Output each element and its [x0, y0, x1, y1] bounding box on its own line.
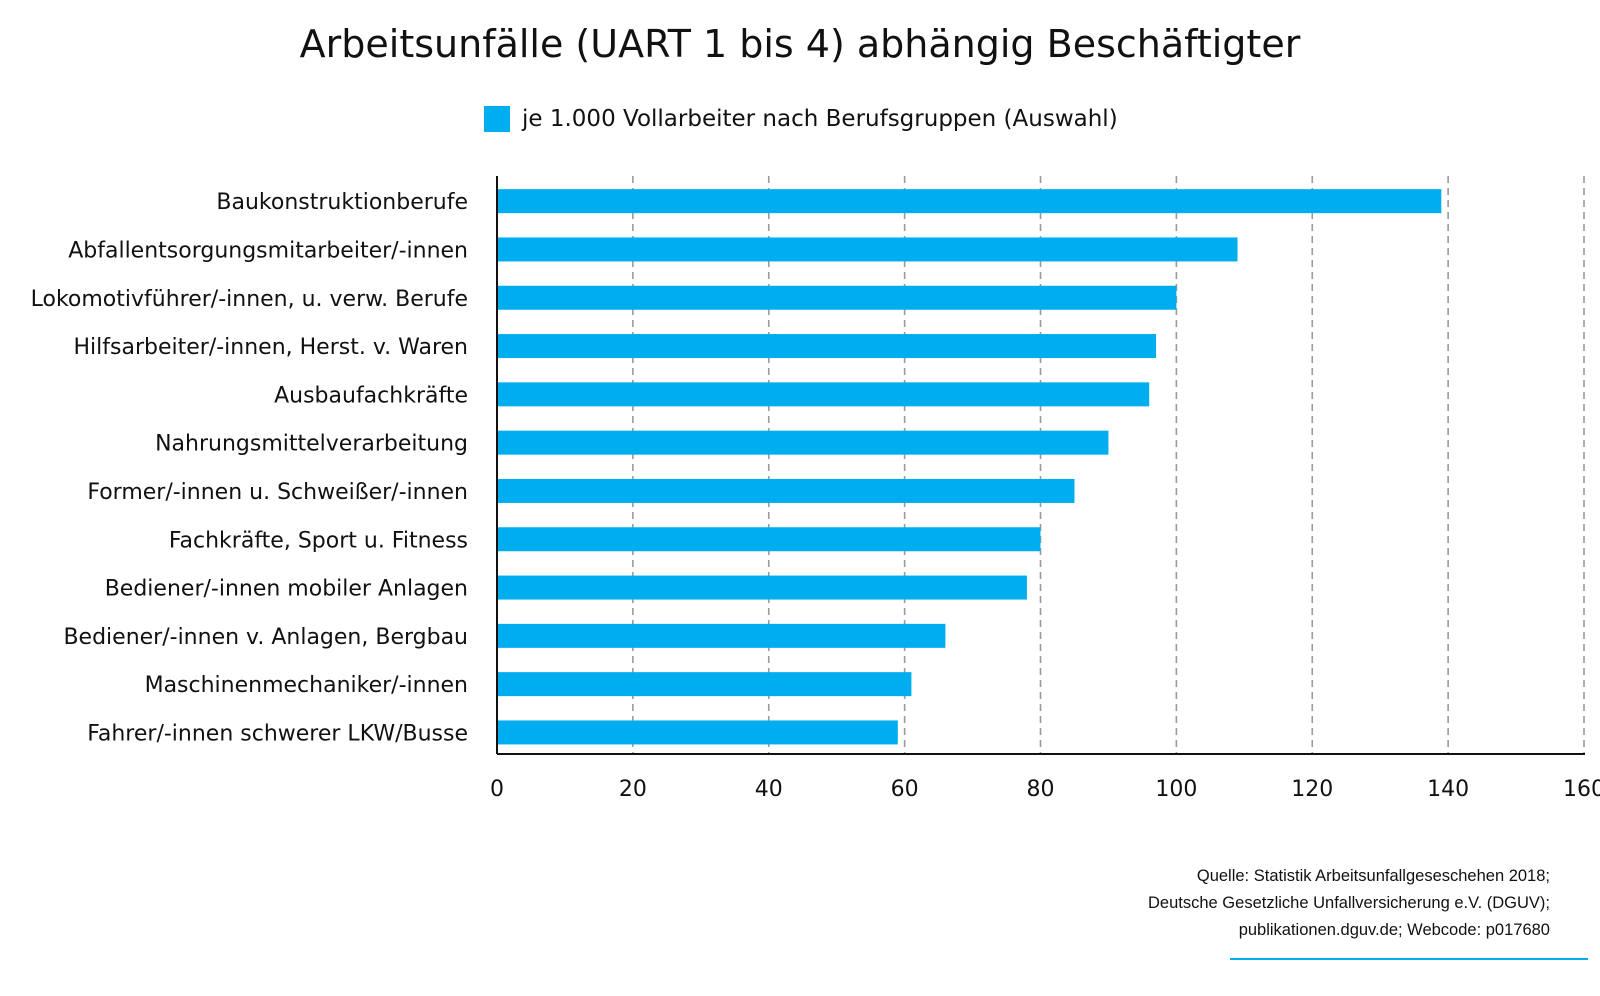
bar [497, 237, 1238, 262]
x-tick-label: 60 [891, 777, 919, 802]
category-label: Lokomotivführer/-innen, u. verw. Berufe [31, 287, 468, 312]
x-tick-label: 40 [755, 777, 783, 802]
bar [497, 189, 1442, 214]
bars [497, 189, 1442, 745]
bar [497, 672, 912, 697]
bar [497, 478, 1075, 503]
chart-title: Arbeitsunfälle (UART 1 bis 4) abhängig B… [299, 22, 1301, 66]
category-label: Fahrer/-innen schwerer LKW/Busse [87, 721, 468, 746]
legend-swatch [484, 106, 510, 132]
bar [497, 527, 1041, 552]
category-label: Fachkräfte, Sport u. Fitness [169, 528, 468, 553]
x-tick-label: 120 [1291, 777, 1333, 802]
category-label: Bediener/-innen v. Anlagen, Bergbau [63, 625, 468, 650]
bar [497, 575, 1027, 600]
x-tick-label: 0 [490, 777, 504, 802]
x-tick-label: 140 [1427, 777, 1469, 802]
category-label: Abfallentsorgungsmitarbeiter/-innen [68, 238, 468, 263]
x-tick-label: 100 [1155, 777, 1197, 802]
bar [497, 382, 1150, 407]
source-note: Quelle: Statistik Arbeitsunfallgesescheh… [1148, 863, 1550, 944]
category-labels: Baukonstruktionberufe Abfallentsorgungsmi… [31, 190, 468, 746]
legend: je 1.000 Vollarbeiter nach Berufsgruppen… [484, 106, 1118, 132]
bar [497, 430, 1109, 455]
x-tick-label: 160 [1563, 777, 1600, 802]
category-label: Ausbaufachkräfte [274, 383, 468, 408]
category-label: Bediener/-innen mobiler Anlagen [105, 577, 468, 602]
bar [497, 720, 898, 745]
category-label: Former/-innen u. Schweißer/-innen [87, 480, 468, 505]
category-label: Baukonstruktionberufe [216, 190, 468, 215]
source-line-2: Deutsche Gesetzliche Unfallversicherung … [1148, 894, 1550, 912]
category-label: Maschinenmechaniker/-innen [145, 673, 468, 698]
axes [496, 176, 1585, 755]
bar [497, 285, 1177, 310]
category-label: Hilfsarbeiter/-innen, Herst. v. Waren [74, 335, 469, 360]
category-label: Nahrungsmittelverarbeitung [155, 432, 468, 457]
bar [497, 623, 946, 648]
bar [497, 334, 1156, 359]
x-tick-label: 80 [1027, 777, 1055, 802]
legend-label: je 1.000 Vollarbeiter nach Berufsgruppen… [522, 106, 1118, 132]
gridlines [632, 176, 1585, 754]
tick-labels: 0 20 40 60 80 100 120 140 160 [490, 777, 1600, 802]
source-line-3: publikationen.dguv.de; Webcode: p017680 [1238, 921, 1550, 939]
source-line-1: Quelle: Statistik Arbeitsunfallgesescheh… [1196, 867, 1550, 885]
source-accent-line [1230, 958, 1588, 960]
x-tick-label: 20 [619, 777, 647, 802]
